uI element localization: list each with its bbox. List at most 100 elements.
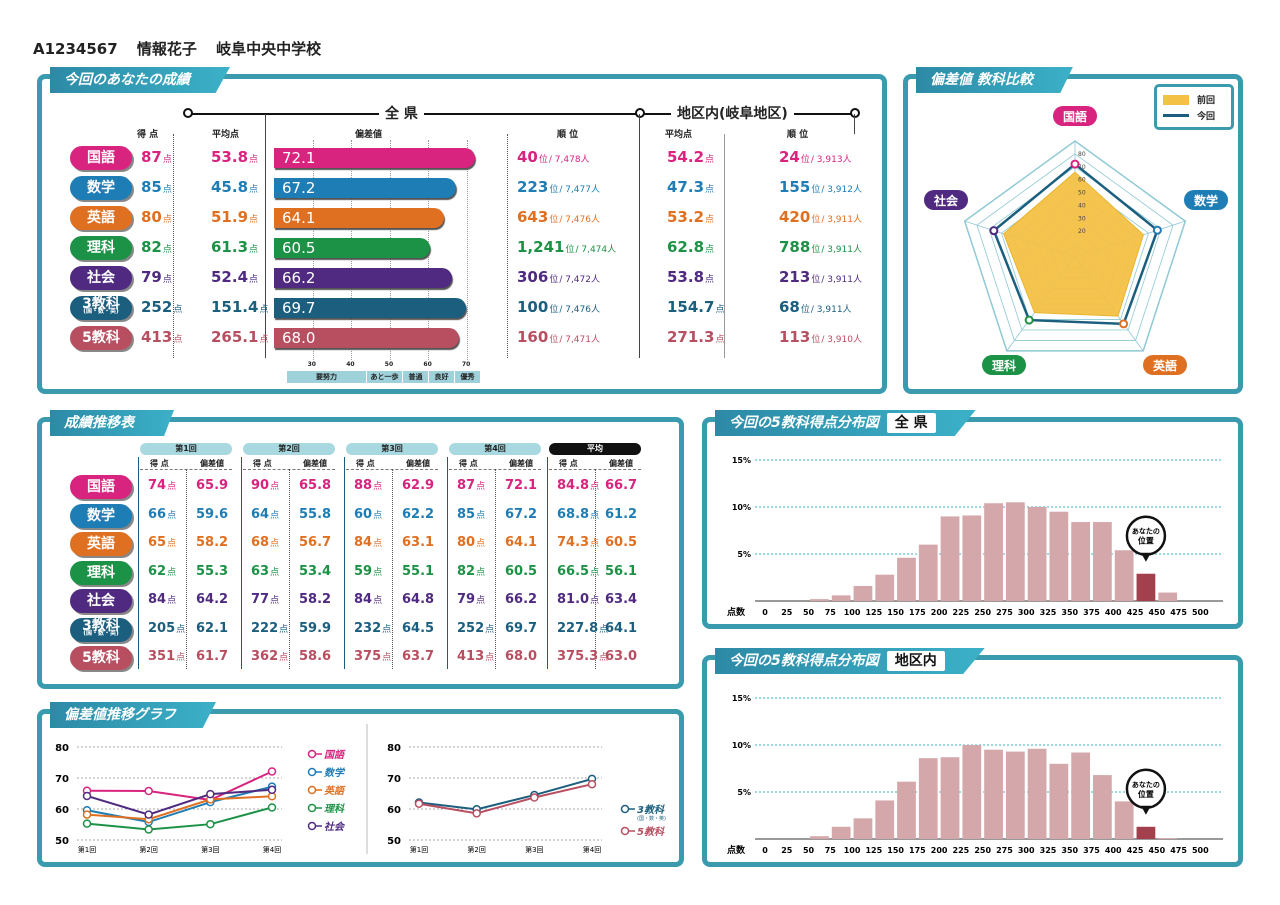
histogram-bar <box>984 749 1003 839</box>
legend-label: 社会 <box>324 821 346 833</box>
series-point <box>144 825 153 834</box>
round-header: 第4回 <box>449 443 541 455</box>
radar-ring <box>963 140 1187 352</box>
unit: 点 <box>176 653 186 663</box>
histogram-bar <box>897 781 916 839</box>
radar-tick: 40 <box>1078 202 1086 209</box>
value-rank: 1,241位/ 7,474人 <box>517 238 616 256</box>
trend-score-text: 66.5 <box>557 563 590 579</box>
results-table: 全 県 地区内(岐阜地区) 得 点 平均点 偏差値 順 位 平均点 順 位 30 40 50 60 70… <box>37 74 887 394</box>
unit: 点 <box>162 215 172 225</box>
unit: 点 <box>590 596 600 606</box>
x-tick: 75 <box>825 846 837 855</box>
column-divider <box>639 114 640 358</box>
value-rank: 40位/ 7,478人 <box>517 148 590 166</box>
trend-score-text: 362 <box>251 649 279 664</box>
unit: 点 <box>590 539 600 549</box>
unit: 点 <box>705 155 715 165</box>
trend-score: 77点 <box>251 592 279 607</box>
trend-score: 68.8点 <box>557 507 599 522</box>
trend-score: 62点 <box>148 564 176 579</box>
column-header: 得 点 <box>137 130 159 140</box>
series-point <box>82 819 92 828</box>
subject-pill: 国語 <box>70 146 132 170</box>
value-rank: 223位/ 7,477人 <box>517 178 600 196</box>
value-rank: 643位/ 7,476人 <box>517 208 600 226</box>
radar-tick: 60 <box>1078 177 1086 184</box>
histogram-bar <box>962 745 982 839</box>
round-subdivider <box>595 469 596 669</box>
rank-text: 223 <box>517 178 549 196</box>
unit: 点 <box>270 567 280 578</box>
subject-pill: 英語 <box>70 206 132 230</box>
score-text: 82 <box>141 238 162 256</box>
round-subdivider <box>186 469 187 669</box>
trend-dev: 55.1 <box>402 563 435 579</box>
x-tick: 第2回 <box>139 845 157 854</box>
area_avg-text: 47.3 <box>667 178 705 196</box>
series-point <box>206 789 215 799</box>
value-area_rank: 68位/ 3,911人 <box>779 298 852 316</box>
trend-score: 252点 <box>457 621 494 636</box>
series-point <box>82 791 92 801</box>
total-count: / 7,478人 <box>548 155 590 165</box>
rank-text: 160 <box>517 328 549 346</box>
x-tick: 300 <box>1018 608 1035 617</box>
subject-label: 3教科 <box>82 296 120 312</box>
unit: 位 <box>800 155 810 165</box>
unit: 点 <box>590 482 600 492</box>
subject-pill: 理科 <box>70 236 132 260</box>
area_rank-text: 155 <box>779 178 811 196</box>
trend-title: 成績推移表 <box>50 410 174 436</box>
unit: 点 <box>599 624 609 635</box>
trend-score: 375点 <box>354 649 391 664</box>
radar-axis-label: 理科 <box>992 358 1016 373</box>
bracket-node <box>183 108 193 118</box>
histogram-bar <box>831 595 851 601</box>
radar-panel: 偏差値 教科比較 前回 今回 80 70 60 50 40 30 20 国語 数学 英語 理科 社会 <box>903 67 1243 394</box>
level-label: 優秀 <box>455 371 480 383</box>
trend-score-text: 205 <box>148 620 176 636</box>
x-tick: 450 <box>1148 846 1165 855</box>
series-line <box>418 777 593 811</box>
dist-pref-tag: 全 県 <box>886 413 936 433</box>
avg-text: 61.3 <box>211 238 249 256</box>
dist-area-panel: 今回の5教科得点分布図 地区内 15% 10% 5% 点数 0 25 50 75 100 125 15… <box>702 648 1243 867</box>
trend-score-text: 81.0 <box>557 592 590 607</box>
area_rank-text: 68 <box>779 298 800 316</box>
trend-dev: 58.2 <box>196 535 229 550</box>
unit: 点 <box>249 155 259 165</box>
total-count: / 7,476人 <box>559 305 600 315</box>
area_rank-text: 788 <box>779 238 811 256</box>
avg-text: 265.1 <box>211 328 259 346</box>
trend-score: 66.5点 <box>557 564 599 579</box>
deviation-bar: 60.5 <box>274 238 431 258</box>
trend-dev: 66.7 <box>605 478 638 493</box>
trend-dev: 65.8 <box>299 478 332 493</box>
position-marker-label: あなたの位置 <box>1132 527 1160 546</box>
series-point <box>587 779 597 789</box>
y-tick: 10% <box>732 503 751 512</box>
histogram-bar <box>875 574 895 601</box>
trend-score-text: 60 <box>354 506 373 522</box>
value-score: 87点 <box>141 148 172 166</box>
devgraph-title: 偏差値推移グラフ <box>50 702 216 728</box>
position-marker-label: あなたの位置 <box>1132 780 1160 799</box>
round-subdivider <box>289 469 290 669</box>
unit: 点 <box>715 335 725 345</box>
x-axis-label: 点数 <box>727 606 746 618</box>
unit: 点 <box>167 596 177 606</box>
radar-axis-pill <box>1053 106 1097 126</box>
trend-score: 222点 <box>251 621 288 636</box>
histogram-bar <box>962 515 982 601</box>
unit: 点 <box>485 624 495 635</box>
trend-dev: 60.5 <box>505 563 538 579</box>
total-count: / 7,476人 <box>559 215 600 225</box>
y-tick: 70 <box>55 774 69 785</box>
x-tick: 275 <box>996 846 1013 855</box>
round-divider <box>241 457 242 669</box>
subject-sublabel: (国・数・英) <box>83 629 119 637</box>
subject-pill: 3教科 (国・数・英) <box>70 296 132 320</box>
trend-dev: 64.1 <box>505 535 538 550</box>
subject-sublabel: (国・数・英) <box>83 308 119 315</box>
